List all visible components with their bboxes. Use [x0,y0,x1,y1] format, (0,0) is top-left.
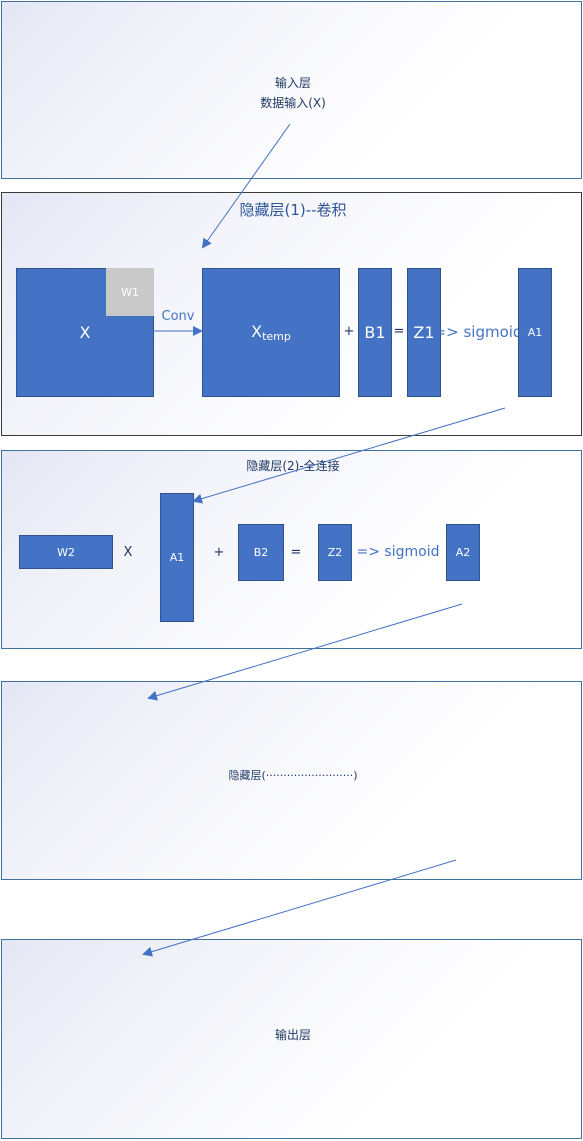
xtemp-box: Xtemp [202,268,340,397]
b1-box: B1 [358,268,392,397]
hidden-layer-1-panel: 隐藏层(1)--卷积 X W1 Conv Xtemp + B1 = Z1 => … [1,192,582,436]
z2-box: Z2 [318,524,352,581]
hidden-layer-n-panel: 隐藏层(·························) [1,681,582,880]
input-x-label: X [79,323,91,342]
plus-sign-1: + [343,324,355,339]
w1-label: W1 [121,285,139,299]
equals-sign-2: = [290,545,302,560]
xtemp-sub: temp [262,330,291,343]
w2-label: W2 [57,545,75,559]
hidden-layer-2-title: 隐藏层(2)-全连接 [246,459,340,473]
z2-label: Z2 [327,546,343,559]
sigmoid-label-2: => sigmoid [356,544,440,560]
conv-label: Conv [161,309,195,324]
z1-label: Z1 [413,323,435,342]
a1-input-box: A1 [160,493,194,622]
b1-label: B1 [364,323,386,342]
w1-kernel-box: W1 [106,268,154,316]
hidden-layer-2-panel: 隐藏层(2)-全连接 W2 X A1 + B2 = Z2 => sigmoid … [1,450,582,649]
a2-box: A2 [446,524,480,581]
multiply-sign: X [123,545,133,560]
output-layer-panel: 输出层 [1,939,582,1139]
xtemp-label: Xtemp [251,322,291,343]
equals-sign-1: = [393,324,405,339]
a1-output-box: A1 [518,268,552,397]
plus-sign-2: + [213,545,225,560]
hidden-layer-1-title: 隐藏层(1)--卷积 [239,201,347,219]
a1-input-label: A1 [169,551,185,564]
z1-box: Z1 [407,268,441,397]
sigmoid-label-1: => sigmoid [433,323,523,341]
b2-box: B2 [238,524,284,581]
a2-label: A2 [455,546,471,559]
input-layer-title: 输入层 [274,76,312,90]
a1-output-label: A1 [527,326,543,339]
hidden-layer-n-title: 隐藏层(·························) [228,769,358,782]
b2-label: B2 [253,546,269,559]
input-layer-subtitle: 数据输入(X) [260,96,326,110]
output-layer-title: 输出层 [274,1028,312,1042]
input-layer-panel: 输入层 数据输入(X) [1,1,582,179]
xtemp-main: X [251,322,263,341]
w2-box: W2 [19,535,113,569]
